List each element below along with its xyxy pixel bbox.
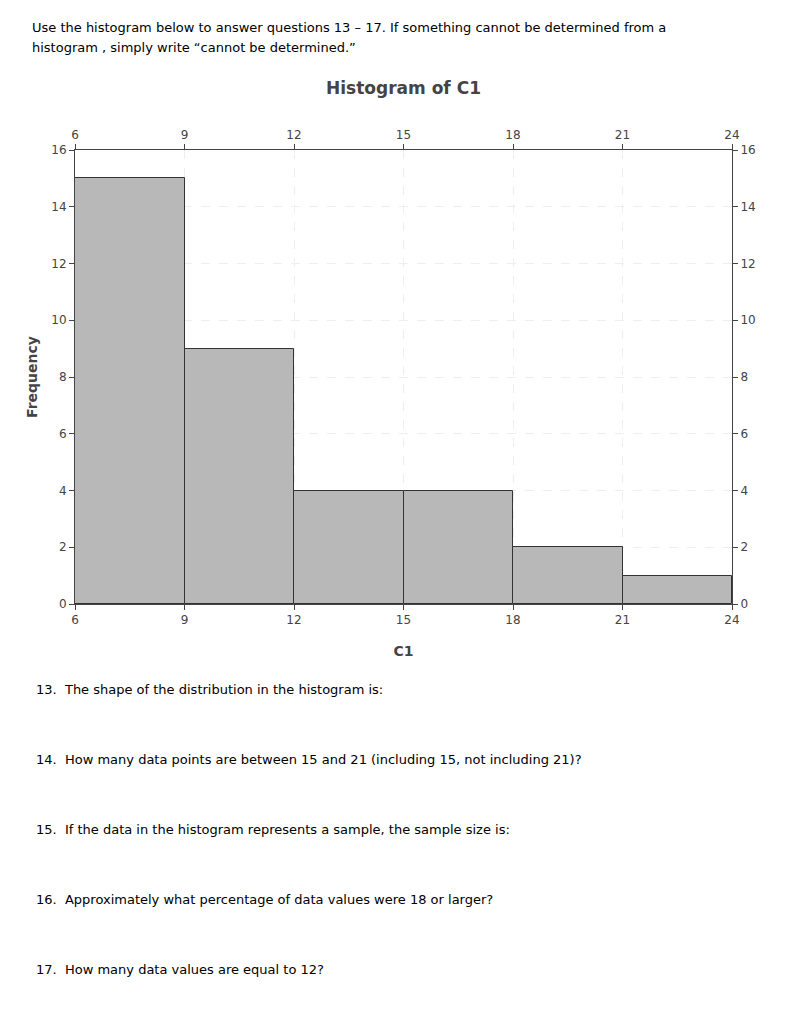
svg-text:8: 8 bbox=[59, 370, 67, 384]
svg-text:0: 0 bbox=[59, 597, 67, 611]
svg-text:14. How many data points are: 14. How many data points are between 15 … bbox=[36, 752, 582, 767]
svg-text:12: 12 bbox=[740, 257, 755, 271]
svg-text:12: 12 bbox=[286, 613, 301, 627]
svg-text:2: 2 bbox=[740, 540, 748, 554]
svg-text:6: 6 bbox=[71, 613, 79, 627]
svg-text:2: 2 bbox=[59, 540, 67, 554]
svg-text:14: 14 bbox=[740, 200, 755, 214]
svg-text:6: 6 bbox=[740, 427, 748, 441]
svg-text:9: 9 bbox=[181, 613, 189, 627]
svg-text:10: 10 bbox=[51, 313, 66, 327]
svg-text:18: 18 bbox=[505, 128, 520, 142]
svg-text:15. If the data in the histog: 15. If the data in the histogram represe… bbox=[36, 822, 510, 837]
svg-text:16: 16 bbox=[51, 143, 66, 157]
svg-text:13. The shape of the distribu: 13. The shape of the distribution in the… bbox=[36, 682, 383, 697]
svg-text:4: 4 bbox=[740, 484, 748, 498]
svg-text:14: 14 bbox=[51, 200, 66, 214]
svg-text:24: 24 bbox=[724, 128, 739, 142]
svg-text:24: 24 bbox=[724, 613, 739, 627]
svg-text:21: 21 bbox=[615, 128, 630, 142]
svg-text:16. Approximately what percen: 16. Approximately what percentage of dat… bbox=[36, 892, 493, 907]
svg-text:Histogram of C1: Histogram of C1 bbox=[326, 78, 481, 98]
svg-text:17. How many data values are: 17. How many data values are equal to 12… bbox=[36, 962, 324, 977]
svg-text:15: 15 bbox=[396, 128, 411, 142]
svg-text:12: 12 bbox=[286, 128, 301, 142]
svg-text:9: 9 bbox=[181, 128, 189, 142]
svg-text:C1: C1 bbox=[393, 643, 413, 659]
svg-text:10: 10 bbox=[740, 313, 755, 327]
svg-text:Frequency: Frequency bbox=[24, 336, 40, 418]
svg-text:histogram , simply write “cann: histogram , simply write “cannot be dete… bbox=[32, 40, 356, 55]
svg-text:12: 12 bbox=[51, 257, 66, 271]
svg-text:8: 8 bbox=[740, 370, 748, 384]
svg-text:6: 6 bbox=[71, 128, 79, 142]
svg-text:21: 21 bbox=[615, 613, 630, 627]
svg-text:0: 0 bbox=[740, 597, 748, 611]
svg-text:15: 15 bbox=[396, 613, 411, 627]
svg-text:18: 18 bbox=[505, 613, 520, 627]
svg-text:6: 6 bbox=[59, 427, 67, 441]
svg-text:Use the histogram below to ans: Use the histogram below to answer questi… bbox=[32, 20, 666, 35]
svg-text:4: 4 bbox=[59, 484, 67, 498]
svg-text:16: 16 bbox=[740, 143, 755, 157]
